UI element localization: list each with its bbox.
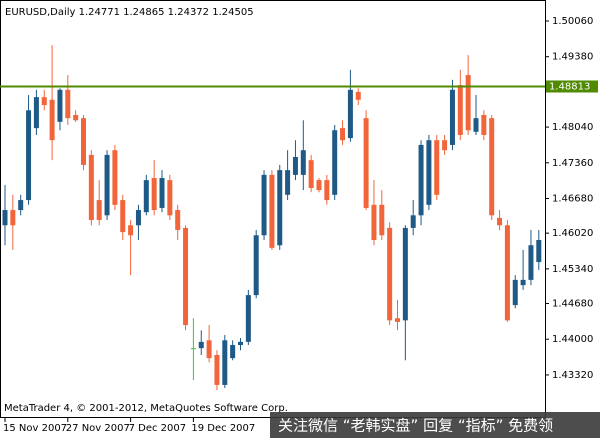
- candle-body: [426, 140, 432, 205]
- y-tick-label: 1.48040: [552, 122, 593, 133]
- candle-body: [277, 170, 283, 246]
- candle-body: [465, 75, 471, 131]
- watermark: 关注微信 “老韩实盘” 回复 “指标” 免费领: [278, 417, 553, 435]
- candle-body: [88, 154, 94, 221]
- candle-body: [536, 239, 542, 263]
- candle-body: [261, 174, 267, 236]
- x-tick-label: 27 Nov 2007: [66, 423, 130, 434]
- candle-body: [497, 217, 503, 226]
- candle-body: [151, 178, 157, 211]
- chart-title: EURUSD,Daily 1.24771 1.24865 1.24372 1.2…: [5, 7, 254, 18]
- candle-body: [128, 225, 134, 236]
- candle-body: [81, 118, 86, 165]
- x-tick-label: 15 Nov 2007: [3, 423, 67, 434]
- candle-body: [332, 130, 338, 195]
- candle-body: [198, 341, 204, 349]
- candle-body: [512, 279, 518, 306]
- candle-body: [324, 180, 330, 201]
- candle-body: [520, 279, 526, 286]
- y-tick-label: 1.47360: [552, 158, 593, 169]
- candle-body: [26, 110, 32, 201]
- candle-body: [18, 200, 24, 211]
- candle-body: [355, 91, 361, 100]
- candle-body: [379, 204, 385, 236]
- candle-body: [41, 97, 47, 106]
- x-tick-label: 7 Dec 2007: [129, 423, 187, 434]
- candle-body: [57, 89, 63, 122]
- candle-body: [214, 354, 220, 385]
- candle-body: [2, 210, 8, 226]
- candle-body: [434, 140, 440, 195]
- candle-body: [363, 118, 369, 208]
- candle-body: [65, 89, 71, 119]
- candle-body: [135, 210, 141, 226]
- candle-body: [473, 118, 479, 132]
- y-tick-label: 1.49380: [552, 52, 593, 63]
- candle-body: [308, 160, 314, 188]
- candle-body: [457, 85, 463, 135]
- copyright: MetaTrader 4, © 2001-2012, MetaQuotes So…: [4, 403, 288, 414]
- candle-body: [528, 245, 534, 280]
- candle-body: [395, 318, 400, 322]
- candle-body: [183, 227, 189, 326]
- candle-body: [10, 210, 16, 226]
- candle-body: [96, 200, 102, 221]
- candle-body: [292, 157, 298, 175]
- y-tick-label: 1.46680: [552, 193, 593, 204]
- y-tick-label: 1.50060: [552, 16, 593, 27]
- candle-body: [340, 128, 346, 141]
- candle-body: [481, 115, 487, 135]
- candle-body: [112, 150, 118, 205]
- candle-body: [206, 340, 212, 359]
- candle-body: [222, 340, 228, 385]
- x-tick-label: 19 Dec 2007: [191, 423, 255, 434]
- candle-body: [33, 97, 39, 129]
- candle-body: [449, 89, 455, 145]
- y-tick-label: 1.44680: [552, 299, 593, 310]
- candle-body: [402, 227, 408, 321]
- hline-label: 1.48813: [549, 81, 590, 92]
- candle-body: [167, 180, 173, 216]
- candle-body: [49, 99, 55, 141]
- candle-body: [387, 227, 393, 321]
- candle-body: [371, 204, 377, 240]
- candle-body: [269, 174, 275, 248]
- y-tick-label: 1.44000: [552, 334, 593, 345]
- candle-body: [230, 345, 236, 359]
- candle-body: [190, 348, 196, 350]
- candle-body: [504, 225, 510, 321]
- candle-body: [316, 180, 322, 191]
- candle-body: [300, 150, 306, 175]
- candle-body: [347, 89, 353, 139]
- watermark-box: [270, 412, 600, 438]
- y-tick-label: 1.43320: [552, 370, 593, 381]
- candle-body: [410, 215, 416, 228]
- y-tick-label: 1.46020: [552, 228, 593, 239]
- candle-body: [489, 118, 495, 216]
- candle-body: [120, 200, 126, 233]
- candle-body: [442, 140, 448, 151]
- candle-body: [159, 178, 165, 208]
- candle-body: [253, 235, 259, 296]
- candle-body: [143, 180, 149, 213]
- candle-body: [175, 210, 181, 231]
- candle-body: [285, 170, 291, 195]
- candle-body: [104, 154, 110, 216]
- candle-body: [73, 115, 79, 121]
- candle-body: [245, 295, 251, 342]
- hline-label-box: [546, 80, 598, 93]
- candle-body: [238, 341, 243, 346]
- candle-body: [418, 144, 424, 216]
- y-tick-label: 1.45340: [552, 264, 593, 275]
